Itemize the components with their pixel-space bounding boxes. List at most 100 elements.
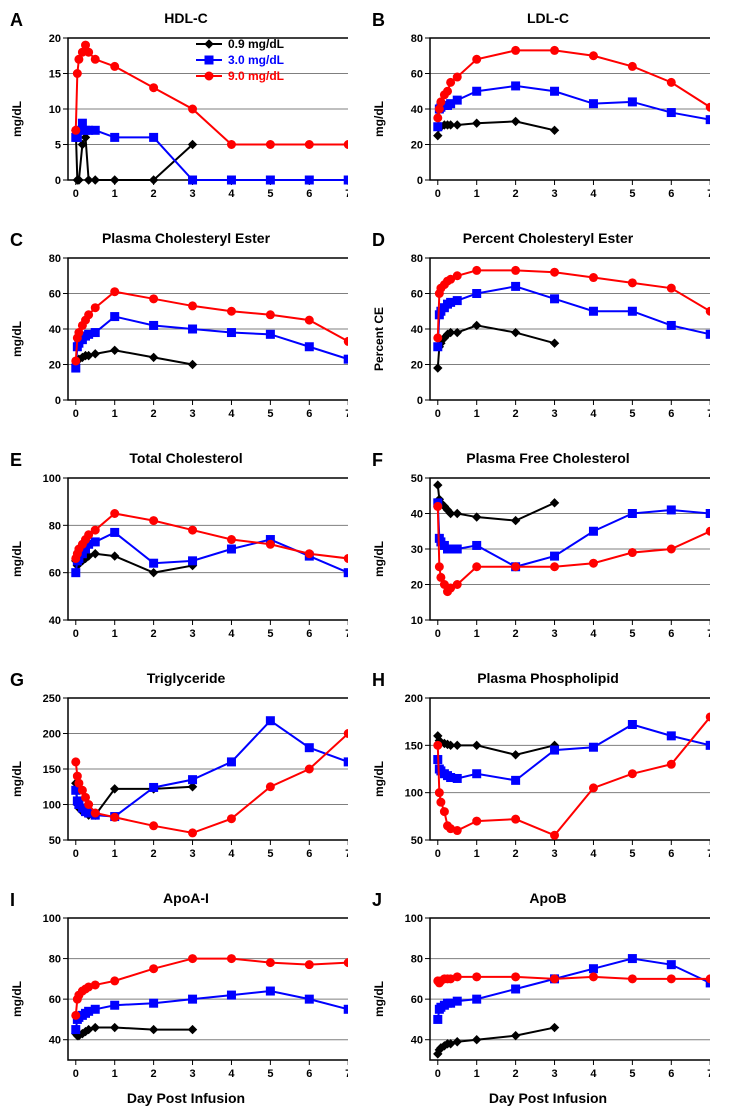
- svg-text:2: 2: [151, 628, 157, 640]
- chart-svg: 02040608001234567: [26, 250, 348, 428]
- chart-svg: 40608010001234567: [388, 910, 710, 1088]
- svg-text:80: 80: [411, 954, 423, 966]
- svg-text:5: 5: [629, 848, 635, 860]
- chart-svg: 05101520012345670.9 mg/dL3.0 mg/dL9.0 mg…: [26, 30, 348, 208]
- svg-text:10: 10: [411, 615, 423, 627]
- svg-text:4: 4: [590, 848, 597, 860]
- chart-svg: 5010015020025001234567: [26, 690, 348, 868]
- svg-text:5: 5: [267, 188, 273, 200]
- svg-text:3: 3: [551, 1068, 557, 1080]
- svg-text:200: 200: [43, 729, 61, 741]
- svg-text:50: 50: [411, 473, 423, 485]
- panel-letter: A: [10, 10, 23, 31]
- svg-text:80: 80: [411, 33, 423, 45]
- y-axis-label: mg/dL: [10, 761, 26, 797]
- svg-text:10: 10: [49, 104, 61, 116]
- svg-text:2: 2: [513, 628, 519, 640]
- svg-text:0: 0: [435, 848, 441, 860]
- svg-text:2: 2: [151, 1068, 157, 1080]
- panel-H: HPlasma Phospholipidmg/dL501001502000123…: [372, 670, 724, 886]
- svg-text:40: 40: [49, 1035, 61, 1047]
- y-axis-label: mg/dL: [372, 541, 388, 577]
- svg-text:4: 4: [590, 1068, 597, 1080]
- y-axis-label: Percent CE: [372, 307, 388, 371]
- svg-text:1: 1: [474, 188, 480, 200]
- svg-text:3: 3: [551, 628, 557, 640]
- svg-text:20: 20: [49, 360, 61, 372]
- svg-text:0: 0: [73, 628, 79, 640]
- x-axis-label: Day Post Infusion: [372, 1090, 724, 1106]
- svg-text:0: 0: [435, 188, 441, 200]
- svg-text:5: 5: [267, 408, 273, 420]
- svg-text:2: 2: [151, 848, 157, 860]
- svg-text:0: 0: [73, 848, 79, 860]
- panel-D: DPercent Cholesteryl EsterPercent CE0204…: [372, 230, 724, 446]
- svg-text:40: 40: [411, 509, 423, 521]
- svg-text:40: 40: [411, 104, 423, 116]
- svg-text:60: 60: [49, 994, 61, 1006]
- panel-title: ApoB: [372, 890, 724, 908]
- panel-F: FPlasma Free Cholesterolmg/dL10203040500…: [372, 450, 724, 666]
- svg-text:3: 3: [551, 408, 557, 420]
- panel-letter: I: [10, 890, 15, 911]
- svg-text:3.0 mg/dL: 3.0 mg/dL: [228, 53, 284, 67]
- svg-text:50: 50: [411, 835, 423, 847]
- svg-text:40: 40: [411, 324, 423, 336]
- svg-text:1: 1: [474, 628, 480, 640]
- svg-text:3: 3: [551, 188, 557, 200]
- svg-text:7: 7: [345, 1068, 348, 1080]
- y-axis-label: mg/dL: [372, 981, 388, 1017]
- svg-text:100: 100: [405, 913, 423, 925]
- svg-text:5: 5: [267, 848, 273, 860]
- y-axis-label: mg/dL: [10, 321, 26, 357]
- panel-letter: E: [10, 450, 22, 471]
- panel-letter: F: [372, 450, 383, 471]
- svg-text:2: 2: [513, 848, 519, 860]
- svg-text:80: 80: [49, 954, 61, 966]
- svg-text:6: 6: [668, 408, 674, 420]
- legend: 0.9 mg/dL3.0 mg/dL9.0 mg/dL: [196, 37, 284, 83]
- panel-title: ApoA-I: [10, 890, 362, 908]
- svg-text:100: 100: [43, 800, 61, 812]
- svg-text:80: 80: [411, 253, 423, 265]
- svg-text:7: 7: [345, 408, 348, 420]
- svg-text:4: 4: [228, 628, 235, 640]
- svg-text:3: 3: [551, 848, 557, 860]
- svg-text:0: 0: [73, 188, 79, 200]
- svg-text:3: 3: [189, 1068, 195, 1080]
- svg-text:6: 6: [306, 188, 312, 200]
- svg-text:1: 1: [112, 1068, 118, 1080]
- svg-text:7: 7: [707, 408, 710, 420]
- chart-svg: 40608010001234567: [26, 910, 348, 1088]
- svg-text:7: 7: [707, 628, 710, 640]
- svg-text:6: 6: [668, 1068, 674, 1080]
- svg-text:1: 1: [112, 848, 118, 860]
- x-axis-label: Day Post Infusion: [10, 1090, 362, 1106]
- panel-G: GTriglyceridemg/dL5010015020025001234567: [10, 670, 362, 886]
- svg-text:6: 6: [306, 848, 312, 860]
- svg-text:250: 250: [43, 693, 61, 705]
- svg-text:20: 20: [411, 580, 423, 592]
- svg-text:3: 3: [189, 848, 195, 860]
- y-axis-label: mg/dL: [10, 541, 26, 577]
- chart-svg: 102030405001234567: [388, 470, 710, 648]
- svg-text:5: 5: [267, 628, 273, 640]
- svg-text:20: 20: [49, 33, 61, 45]
- svg-text:7: 7: [345, 188, 348, 200]
- svg-text:0: 0: [55, 175, 61, 187]
- chart-svg: 5010015020001234567: [388, 690, 710, 868]
- svg-text:1: 1: [474, 408, 480, 420]
- panel-title: Total Cholesterol: [10, 450, 362, 468]
- svg-text:200: 200: [405, 693, 423, 705]
- svg-text:100: 100: [405, 788, 423, 800]
- svg-text:60: 60: [411, 69, 423, 81]
- panel-C: CPlasma Cholesteryl Estermg/dL0204060800…: [10, 230, 362, 446]
- chart-grid: AHDL-Cmg/dL05101520012345670.9 mg/dL3.0 …: [10, 10, 724, 1106]
- svg-text:5: 5: [267, 1068, 273, 1080]
- series-s09: [76, 554, 193, 573]
- svg-text:60: 60: [411, 289, 423, 301]
- panel-E: ETotal Cholesterolmg/dL40608010001234567: [10, 450, 362, 666]
- svg-text:60: 60: [411, 994, 423, 1006]
- svg-text:2: 2: [151, 188, 157, 200]
- svg-text:1: 1: [112, 628, 118, 640]
